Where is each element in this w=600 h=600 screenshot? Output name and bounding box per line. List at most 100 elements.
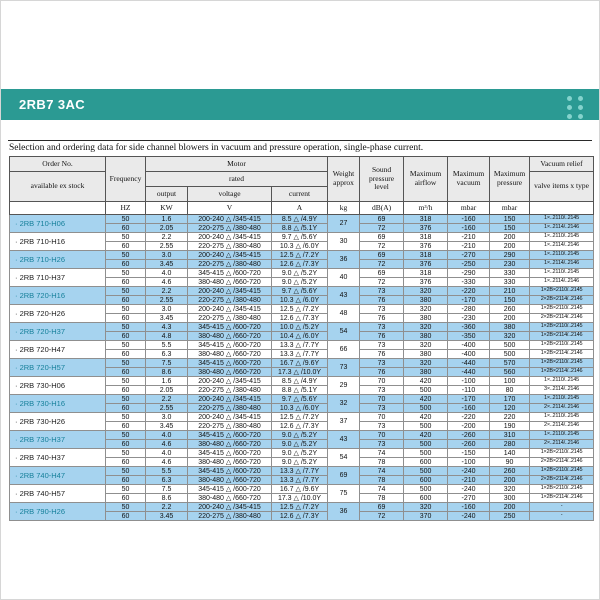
cell-vac: -220 — [447, 412, 491, 422]
cell-db: 73 — [359, 340, 405, 350]
col-header-vacuum-relief: Vacuum relief — [529, 156, 595, 172]
cell-press: 320 — [489, 331, 531, 341]
cell-kw: 3.0 — [145, 304, 188, 314]
cell-hz: 50 — [105, 322, 146, 332]
table-row: · 2RB 730-H16 50 2.2 200-240 △ /345-415 9.7 … — [9, 394, 595, 413]
cell-relief: 1×2B×2114/..2146 — [529, 331, 595, 341]
cell-hz: 50 — [105, 304, 146, 314]
cell-hz: 60 — [105, 493, 146, 503]
table-row: · 2RB 710-H37 50 4.0 345-415 △ /600-720 9.0 … — [9, 268, 595, 287]
cell-kw: 4.0 — [145, 430, 188, 440]
col-header-frequency: Frequency — [105, 156, 146, 202]
cell-press: 100 — [489, 376, 531, 386]
cell-kw: 4.6 — [145, 457, 188, 467]
cell-v: 345-415 △ /600-720 — [187, 484, 272, 494]
cell-weight: 43 — [327, 430, 361, 449]
cell-db: 74 — [359, 484, 405, 494]
col-header-valve-items: valve items x type — [529, 171, 595, 202]
cell-kw: 8.6 — [145, 367, 188, 377]
cell-press: 150 — [489, 223, 531, 233]
cell-kw: 4.8 — [145, 331, 188, 341]
table-row: · 2RB 740-H57 50 7.5 345-415 △ /600-720 16.7… — [9, 484, 595, 503]
cell-flow: 500 — [403, 385, 449, 395]
cell-a: 12.5 △ /7.2Y — [270, 304, 329, 314]
cell-flow: 380 — [403, 367, 449, 377]
cell-relief: 1×..2114/..2146 — [529, 223, 595, 233]
cell-db: 76 — [359, 367, 405, 377]
cell-kw: 2.55 — [145, 403, 188, 413]
dot-icon — [578, 96, 583, 101]
cell-hz: 50 — [105, 448, 146, 458]
cell-db: 73 — [359, 403, 405, 413]
cell-kw: 3.0 — [145, 250, 188, 260]
cell-hz: 60 — [105, 277, 146, 287]
cell-db: 73 — [359, 421, 405, 431]
cell-kw: 4.6 — [145, 439, 188, 449]
cell-press: 250 — [489, 511, 531, 521]
cell-hz: 50 — [105, 286, 146, 296]
cell-press: 260 — [489, 466, 531, 476]
cell-press: 150 — [489, 295, 531, 305]
cell-v: 345-415 △ /600-720 — [187, 430, 272, 440]
cell-weight: 69 — [327, 466, 361, 485]
cell-press: 300 — [489, 493, 531, 503]
cell-relief: 1×..2110/..2145 — [529, 412, 595, 422]
cell-hz: 60 — [105, 475, 146, 485]
cell-a: 17.3 △ /10.0Y — [270, 493, 329, 503]
cell-kw: 2.2 — [145, 232, 188, 242]
table-row: 60 8.6 380-480 △ /660-720 17.3 △ /10.0Y 78 60… — [10, 493, 595, 503]
table-row: 60 6.3 380-480 △ /660-720 13.3 △ /7.7Y 78 600… — [10, 475, 595, 485]
cell-db: 70 — [359, 412, 405, 422]
cell-hz: 60 — [105, 295, 146, 305]
cell-kw: 4.3 — [145, 322, 188, 332]
cell-relief: 1×..2114/..2146 — [529, 277, 595, 287]
cell-weight: 40 — [327, 268, 361, 287]
cell-vac: -440 — [447, 358, 491, 368]
cell-relief: 1×2B×2110/..2145 — [529, 304, 595, 314]
cell-press: 560 — [489, 367, 531, 377]
cell-db: 73 — [359, 385, 405, 395]
cell-hz: 60 — [105, 223, 146, 233]
table-row: · 2RB 720-H26 50 3.0 200-240 △ /345-415 12.5… — [9, 304, 595, 323]
cell-kw: 6.3 — [145, 475, 188, 485]
cell-relief: 1×..2110/..2145 — [529, 232, 595, 242]
cell-vac: -160 — [447, 214, 491, 224]
cell-weight: 54 — [327, 322, 361, 341]
unit-sound: dB(A) — [359, 201, 405, 215]
order-no-cell: · 2RB 720-H47 — [9, 340, 106, 359]
cell-v: 345-415 △ /600-720 — [187, 268, 272, 278]
order-no-cell: · 2RB 710-H26 — [9, 250, 106, 269]
unit-relief — [529, 201, 595, 215]
cell-relief: 1×2B×2114/..2146 — [529, 349, 595, 359]
table-row: · 2RB 720-H16 50 2.2 200-240 △ /345-415 9.7 … — [9, 286, 595, 305]
cell-kw: 3.45 — [145, 421, 188, 431]
unit-order — [9, 201, 106, 215]
cell-a: 9.0 △ /5.2Y — [270, 277, 329, 287]
cell-relief: - — [529, 502, 595, 512]
cell-hz: 60 — [105, 367, 146, 377]
cell-a: 16.7 △ /9.6Y — [270, 484, 329, 494]
cell-flow: 318 — [403, 214, 449, 224]
divider — [8, 140, 592, 141]
cell-kw: 7.5 — [145, 358, 188, 368]
cell-relief: 1×..2110/..2145 — [529, 394, 595, 404]
cell-vac: -160 — [447, 502, 491, 512]
unit-current: A — [270, 201, 329, 215]
cell-v: 200-240 △ /345-415 — [187, 394, 272, 404]
cell-db: 74 — [359, 448, 405, 458]
cell-press: 200 — [489, 502, 531, 512]
cell-vac: -330 — [447, 277, 491, 287]
table-row: · 2RB 710-H26 50 3.0 200-240 △ /345-415 12.5… — [9, 250, 595, 269]
table-row: 60 3.45 220-275 △ /380-480 12.6 △ /7.3Y 72 37… — [10, 511, 595, 521]
cell-hz: 60 — [105, 511, 146, 521]
cell-flow: 420 — [403, 430, 449, 440]
cell-press: 500 — [489, 349, 531, 359]
cell-a: 13.3 △ /7.7Y — [270, 340, 329, 350]
order-no-cell: · 2RB 730-H26 — [9, 412, 106, 431]
cell-relief: 2×2B×2114/..2146 — [529, 457, 595, 467]
col-header-sound: Sound pressure level — [359, 156, 405, 202]
unit-frequency: HZ — [105, 201, 146, 215]
cell-vac: -210 — [447, 475, 491, 485]
cell-vac: -360 — [447, 322, 491, 332]
cell-vac: -210 — [447, 232, 491, 242]
